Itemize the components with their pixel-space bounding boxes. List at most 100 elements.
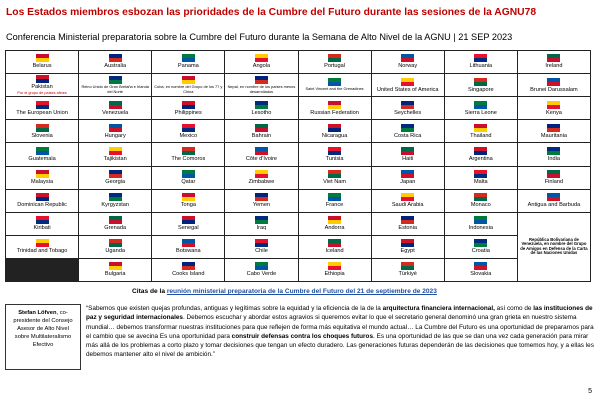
country-cell: Antigua and Barbuda xyxy=(517,189,590,212)
country-name: Viet Nam xyxy=(323,178,347,185)
country-name: Uganda xyxy=(105,248,125,255)
country-name: Sierra Leone xyxy=(464,109,497,116)
country-cell: Sierra Leone xyxy=(444,97,517,120)
flag xyxy=(35,54,49,63)
quote-segment: así como de xyxy=(494,305,534,312)
country-cell: Panama xyxy=(152,51,225,74)
country-cell: Japan xyxy=(371,166,444,189)
country-name: Iceland xyxy=(325,248,344,255)
country-name: Ireland xyxy=(545,63,563,70)
country-cell: Kiribati xyxy=(6,212,79,235)
citation-link[interactable]: reunión ministerial preparatoria de la C… xyxy=(166,288,437,295)
country-name: Kiribati xyxy=(33,225,51,232)
flag xyxy=(35,123,49,132)
quote-segment: . Debemos escuchar y abordar estos agrav… xyxy=(86,314,594,340)
country-cell: Viet Nam xyxy=(298,166,371,189)
country-cell: Brunei Darussalam xyxy=(517,74,590,97)
flag xyxy=(401,77,415,86)
country-cell: Haiti xyxy=(371,143,444,166)
flag xyxy=(547,100,561,109)
country-cell: República Bolivariana de Venezuela, en n… xyxy=(517,212,590,281)
country-cell: Monaco xyxy=(444,189,517,212)
country-cell: Qatar xyxy=(152,166,225,189)
country-cell: Cabo Verde xyxy=(225,258,298,281)
flag xyxy=(181,100,195,109)
flag xyxy=(181,169,195,178)
country-cell: Argentina xyxy=(444,143,517,166)
flag xyxy=(108,193,122,202)
country-name: Yemen xyxy=(252,202,271,209)
country-cell: Türkiyé xyxy=(371,258,444,281)
country-name: Slovakia xyxy=(470,271,492,278)
country-cell: Senegal xyxy=(152,212,225,235)
flag xyxy=(474,193,488,202)
country-name: Zimbabwe xyxy=(248,178,275,185)
flag xyxy=(108,262,122,271)
country-name: Portugal xyxy=(324,63,345,70)
flag xyxy=(181,239,195,248)
country-name: Estonia xyxy=(398,225,418,232)
country-name: Panama xyxy=(177,63,199,70)
flag xyxy=(328,216,342,225)
country-cell: Ethiopia xyxy=(298,258,371,281)
country-name: Egypt xyxy=(400,248,415,255)
flag xyxy=(328,169,342,178)
flag xyxy=(547,123,561,132)
flag xyxy=(181,216,195,225)
country-cell: Nicaragua xyxy=(298,120,371,143)
country-name: Belarus xyxy=(32,63,52,70)
flag xyxy=(108,76,122,85)
flag xyxy=(254,216,268,225)
country-cell: Costa Rica xyxy=(371,120,444,143)
country-cell: Hungary xyxy=(79,120,152,143)
country-name: Guatemala xyxy=(28,155,56,162)
flag xyxy=(108,239,122,248)
flag xyxy=(401,239,415,248)
flag xyxy=(35,146,49,155)
country-cell: Malaysia xyxy=(6,166,79,189)
flag xyxy=(108,54,122,63)
country-cell: Croatia xyxy=(444,235,517,258)
country-cell: Kyrgyzstan xyxy=(79,189,152,212)
country-cell: Singapore xyxy=(444,74,517,97)
country-cell: Trinidad and Tobago xyxy=(6,235,79,258)
flag xyxy=(547,54,561,63)
flag xyxy=(35,193,49,202)
flag xyxy=(254,76,268,85)
country-name: Tonga xyxy=(180,202,196,209)
citation-prefix: Citas de la xyxy=(132,288,165,295)
flag xyxy=(35,169,49,178)
flag xyxy=(547,169,561,178)
country-cell: Russian Federation xyxy=(298,97,371,120)
country-name: Cabo Verde xyxy=(246,271,277,278)
flag xyxy=(108,100,122,109)
country-name: United States of America xyxy=(376,86,439,93)
flag xyxy=(328,262,342,271)
flag xyxy=(328,100,342,109)
country-name: Costa Rica xyxy=(394,132,422,139)
country-cell: Dominican Republic xyxy=(6,189,79,212)
country-cell: Cooks Island xyxy=(152,258,225,281)
flag xyxy=(474,100,488,109)
country-cell: India xyxy=(517,143,590,166)
cell-text: República Bolivariana de Venezuela, en n… xyxy=(520,236,588,256)
country-name: Botswana xyxy=(176,248,201,255)
country-cell: Philippines xyxy=(152,97,225,120)
flag xyxy=(254,146,268,155)
flag xyxy=(254,54,268,63)
flag xyxy=(547,193,561,202)
flag xyxy=(181,123,195,132)
flag xyxy=(254,123,268,132)
flag xyxy=(401,146,415,155)
country-cell: Indonesia xyxy=(444,212,517,235)
page-number: 5 xyxy=(588,388,592,395)
country-name: Pakistan xyxy=(31,84,53,91)
country-name: Indonesia xyxy=(468,225,493,232)
speaker-name: Stefan Löfven xyxy=(18,310,57,316)
flag xyxy=(108,216,122,225)
country-name: Georgia xyxy=(105,178,126,185)
country-name: Japan xyxy=(400,178,416,185)
country-cell: Lesotho xyxy=(225,97,298,120)
country-name: Bulgaria xyxy=(104,271,126,278)
